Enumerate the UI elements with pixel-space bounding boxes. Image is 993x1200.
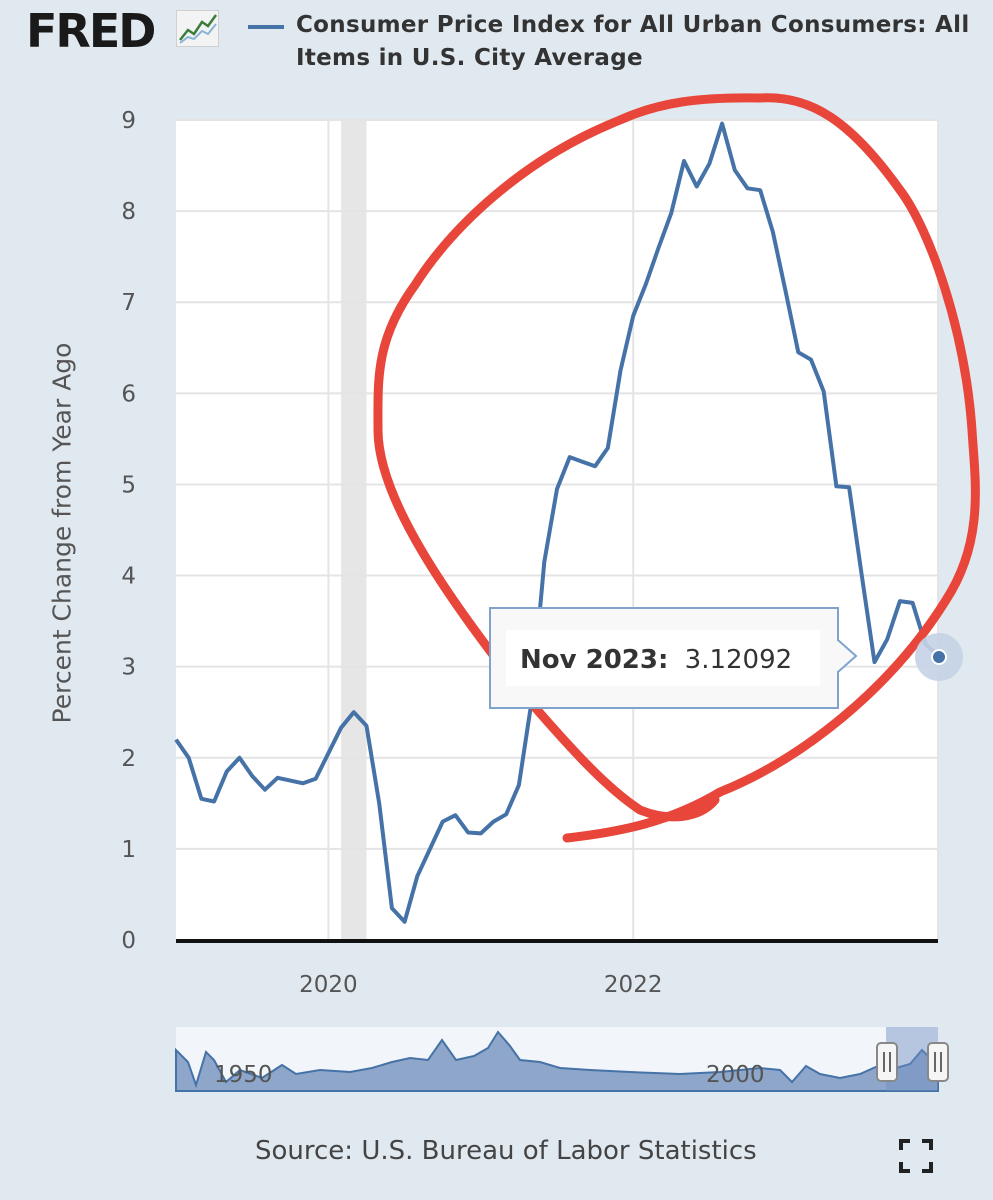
navigator[interactable]: 1950 2000 bbox=[175, 1027, 949, 1092]
expand-icon[interactable] bbox=[898, 1138, 934, 1174]
hover-marker[interactable] bbox=[915, 633, 963, 681]
svg-text:Nov 2023: 3.12092: Nov 2023: 3.12092 bbox=[520, 645, 792, 675]
line-graph-icon bbox=[176, 10, 219, 47]
x-tick-layer: 2020 2022 bbox=[299, 972, 662, 998]
navigator-series bbox=[175, 1030, 939, 1092]
x-tick-2022: 2022 bbox=[604, 972, 663, 998]
chart-canvas[interactable]: 0 1 2 3 4 5 6 7 8 9 2020 2022 Nov 2023: 3.12092 19… bbox=[0, 0, 993, 1130]
legend-swatch bbox=[248, 25, 284, 29]
y-tick-0: 0 bbox=[121, 928, 136, 954]
y-tick-7: 7 bbox=[121, 290, 136, 316]
y-tick-layer: 0 1 2 3 4 5 6 7 8 9 bbox=[121, 108, 136, 954]
tooltip: Nov 2023: 3.12092 bbox=[489, 607, 858, 709]
y-tick-2: 2 bbox=[121, 746, 136, 772]
y-tick-6: 6 bbox=[121, 381, 136, 407]
navigator-handle-right[interactable] bbox=[927, 1042, 949, 1082]
hover-point bbox=[931, 649, 947, 665]
tooltip-date: Nov 2023: bbox=[520, 645, 668, 675]
tooltip-value: 3.12092 bbox=[685, 645, 793, 675]
y-tick-3: 3 bbox=[121, 655, 136, 681]
plot-background bbox=[176, 120, 938, 940]
y-tick-4: 4 bbox=[121, 564, 136, 590]
y-tick-8: 8 bbox=[121, 199, 136, 225]
y-tick-9: 9 bbox=[121, 108, 136, 134]
navigator-label-2000: 2000 bbox=[706, 1062, 765, 1088]
chart-title: Consumer Price Index for All Urban Consu… bbox=[296, 12, 970, 71]
fred-logo[interactable]: FRED bbox=[26, 4, 156, 58]
x-tick-2020: 2020 bbox=[299, 972, 358, 998]
source-note: Source: U.S. Bureau of Labor Statistics bbox=[255, 1136, 757, 1166]
navigator-handle-left[interactable] bbox=[876, 1042, 898, 1082]
series-line-0 bbox=[174, 121, 940, 924]
tooltip-inner bbox=[506, 630, 820, 686]
y-tick-5: 5 bbox=[121, 472, 136, 498]
series-layer bbox=[174, 121, 940, 924]
recession-band-layer bbox=[341, 120, 367, 940]
y-tick-1: 1 bbox=[121, 837, 136, 863]
recession-band bbox=[341, 120, 367, 940]
navigator-label-1950: 1950 bbox=[214, 1062, 273, 1088]
